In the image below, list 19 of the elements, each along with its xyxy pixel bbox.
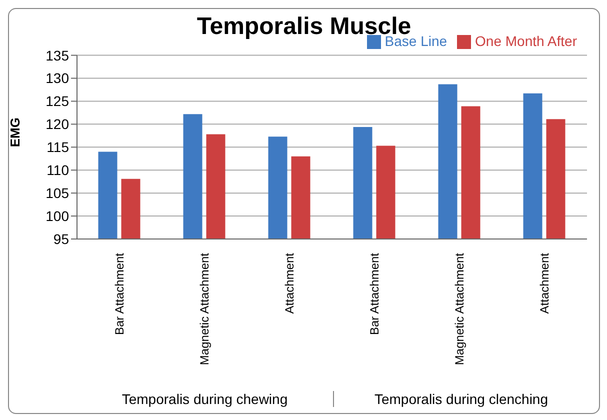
- text: Temporalis during chewing: [120, 391, 289, 407]
- y-tick-label: 130: [46, 70, 70, 86]
- x-tick-label: Attachment: [538, 252, 552, 314]
- y-tick-label: 110: [46, 162, 70, 178]
- x-tick-label: Bar Attachment: [368, 252, 382, 336]
- x-tick-label: Magnetic Attachment: [452, 252, 466, 366]
- y-tick-label: 120: [46, 116, 70, 132]
- y-tick-label: 100: [46, 208, 70, 224]
- x-tick-label: Attachment: [282, 252, 296, 314]
- y-tick-label: 105: [46, 185, 70, 202]
- y-axis-title: EMG: [8, 118, 23, 148]
- text: Temporalis during clenching: [332, 391, 589, 407]
- y-tick-label: 115: [46, 139, 70, 156]
- x-tick-label: Magnetic Attachment: [198, 252, 212, 366]
- y-tick-label: 135: [46, 47, 70, 64]
- y-tick-label: 95: [53, 230, 70, 247]
- legend-label: One Month After: [475, 33, 577, 49]
- y-tick-label: 125: [46, 93, 70, 110]
- x-tick-label: Bar Attachment: [112, 252, 126, 336]
